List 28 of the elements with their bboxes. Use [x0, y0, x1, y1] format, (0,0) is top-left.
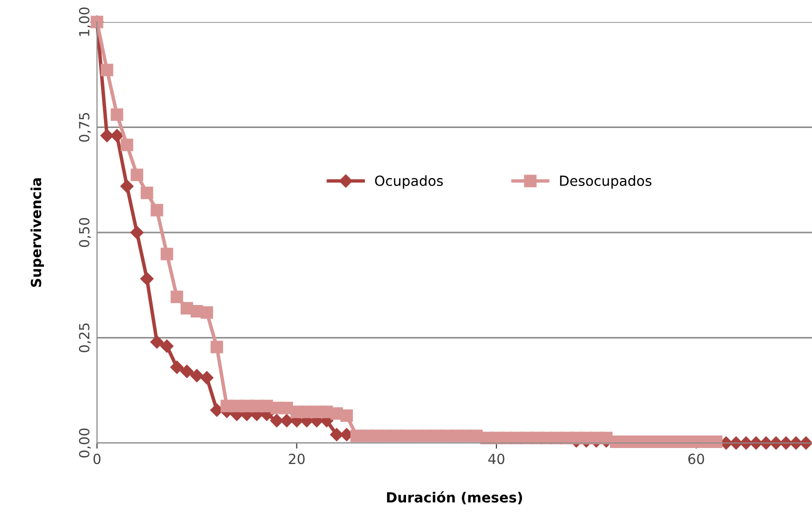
- y-tick-label: 0,50: [78, 218, 91, 248]
- point: [160, 340, 174, 353]
- x-tick-label: 0: [93, 454, 100, 464]
- point: [150, 335, 164, 349]
- x-tick-label: 60: [688, 454, 704, 464]
- point: [280, 414, 294, 428]
- point: [120, 180, 134, 193]
- point: [190, 369, 204, 382]
- point: [140, 272, 154, 286]
- y-tick-label: 0,75: [78, 113, 91, 142]
- y-tick-label: 0,25: [78, 324, 91, 352]
- y-tick-label: 0,00: [78, 428, 91, 458]
- legend-label: Ocupados: [375, 175, 443, 189]
- point: [170, 360, 184, 374]
- x-tick-label: 40: [488, 454, 504, 464]
- point: [180, 364, 194, 378]
- point: [270, 414, 284, 428]
- y-axis-title: Supervivencia: [30, 178, 44, 287]
- point: [110, 129, 124, 142]
- y-tick-label: 1,00: [78, 7, 91, 36]
- x-tick-label: 20: [288, 454, 305, 464]
- x-axis-title: Duración (meses): [387, 491, 522, 504]
- point: [330, 428, 344, 442]
- point: [210, 404, 224, 417]
- point: [100, 129, 114, 142]
- point: [130, 226, 144, 240]
- legend-label: Desocupados: [560, 175, 652, 189]
- point: [200, 371, 214, 384]
